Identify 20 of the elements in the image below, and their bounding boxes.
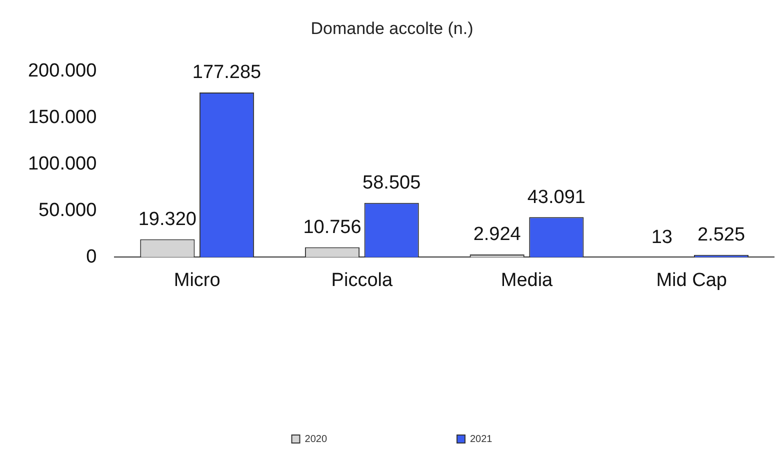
x-tick-label: Piccola — [331, 270, 393, 291]
x-tick-label: Media — [500, 270, 554, 291]
data-label: 19.320 — [138, 208, 196, 230]
x-tick-label: Mid Cap — [656, 270, 727, 291]
data-label: 10.756 — [303, 216, 362, 238]
x-tick-label: Micro — [174, 270, 220, 291]
y-tick-label: 50.000 — [38, 200, 97, 221]
y-tick-label: 200.000 — [28, 60, 97, 82]
y-tick-label: 150.000 — [28, 107, 97, 128]
data-label: 2.924 — [473, 224, 522, 246]
data-label: 58.505 — [362, 172, 421, 194]
legend-label: 2021 — [470, 434, 493, 445]
data-label: 177.285 — [192, 62, 262, 84]
data-label: 43.091 — [527, 186, 586, 208]
y-tick-label: 0 — [86, 246, 97, 268]
legend-label: 2020 — [304, 434, 328, 445]
y-tick-label: 100.000 — [28, 154, 97, 175]
chart-title: Domande accolte (n.) — [310, 18, 474, 38]
data-label: 13 — [651, 226, 672, 248]
data-label: 2.525 — [697, 224, 746, 246]
